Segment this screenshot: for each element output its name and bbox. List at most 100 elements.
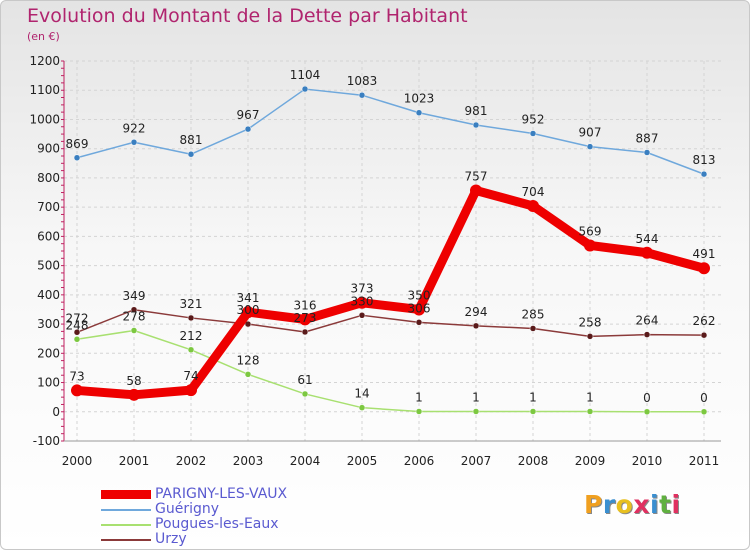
data-point: [415, 408, 423, 415]
data-point: [358, 91, 366, 99]
data-point: [73, 154, 81, 162]
data-label: 1023: [404, 92, 435, 106]
legend-label: PARIGNY-LES-VAUX: [155, 486, 288, 502]
chart-title: Evolution du Montant de la Dette par Hab…: [27, 5, 468, 27]
data-label: 264: [636, 314, 659, 328]
data-label: 569: [579, 224, 602, 238]
data-point: [529, 325, 537, 332]
data-label: 0: [643, 391, 651, 405]
legend-label: Pougues-les-Eaux: [155, 516, 279, 532]
legend-swatch: [101, 524, 151, 526]
data-point: [529, 130, 537, 137]
data-label: 258: [579, 315, 602, 329]
x-tick-label: 2001: [119, 454, 150, 468]
logo-letter: P: [584, 490, 603, 519]
data-point: [584, 239, 596, 252]
data-label: 967: [237, 108, 260, 122]
data-point: [472, 408, 480, 415]
data-point: [301, 390, 309, 398]
data-point: [187, 150, 195, 158]
data-label: 300: [237, 303, 260, 317]
legend-swatch: [101, 490, 151, 499]
x-tick-label: 2008: [518, 454, 549, 468]
data-label: 881: [180, 133, 203, 147]
data-label: 74: [183, 369, 198, 383]
logo-letter: t: [659, 490, 672, 519]
data-label: 757: [465, 169, 488, 183]
y-tick-label: 0: [52, 405, 60, 419]
x-tick-label: 2011: [689, 454, 720, 468]
data-point: [301, 328, 309, 336]
data-point: [242, 306, 254, 319]
data-point: [413, 303, 425, 316]
y-tick-label: 200: [37, 346, 60, 360]
y-tick-label: 1200: [29, 54, 60, 68]
data-point: [586, 333, 594, 340]
data-label: 1083: [347, 74, 378, 88]
data-point: [244, 371, 252, 378]
data-label: 544: [636, 232, 659, 246]
x-tick-label: 2007: [461, 454, 492, 468]
logo-letter: i: [650, 490, 660, 519]
data-point: [358, 312, 366, 319]
y-tick-label: 1000: [29, 112, 60, 126]
data-point: [130, 139, 138, 146]
y-tick-label: -100: [33, 434, 60, 448]
y-tick-label: 100: [37, 376, 60, 390]
y-tick-label: 600: [37, 229, 60, 243]
data-point: [358, 404, 366, 411]
data-label: 813: [693, 153, 716, 167]
x-tick-label: 2006: [404, 454, 435, 468]
data-label: 212: [180, 329, 203, 343]
logo-letter: x: [633, 490, 650, 519]
legend-label: Urzy: [155, 531, 187, 547]
y-tick-label: 300: [37, 317, 60, 331]
data-point: [185, 384, 197, 397]
data-label: 306: [408, 301, 431, 315]
data-label: 262: [693, 314, 716, 328]
data-label: 278: [123, 310, 146, 324]
x-tick-label: 2003: [233, 454, 264, 468]
data-point: [698, 262, 710, 275]
data-label: 1104: [290, 68, 321, 82]
data-point: [472, 322, 480, 330]
data-label: 273: [294, 311, 317, 325]
data-label: 350: [408, 288, 431, 302]
data-point: [130, 306, 138, 314]
logo-letter: r: [602, 490, 616, 519]
x-tick-label: 2004: [290, 454, 321, 468]
data-point: [71, 384, 83, 397]
data-label: 349: [123, 289, 146, 303]
data-label: 294: [465, 305, 488, 319]
data-point: [643, 149, 651, 156]
x-tick-label: 2000: [62, 454, 93, 468]
data-point: [586, 143, 594, 150]
data-label: 330: [351, 294, 374, 308]
data-point: [415, 319, 423, 326]
logo-letter: o: [615, 490, 634, 519]
data-label: 14: [354, 387, 369, 401]
data-label: 58: [126, 374, 141, 388]
x-tick-label: 2009: [575, 454, 606, 468]
y-tick-label: 900: [37, 142, 60, 156]
legend-swatch: [101, 539, 151, 541]
data-point: [244, 125, 252, 133]
data-label: 73: [69, 369, 84, 383]
data-label: 952: [522, 112, 545, 126]
series-line: [76, 309, 705, 338]
data-point: [128, 388, 140, 401]
legend-label: Guérigny: [155, 501, 220, 517]
y-tick-label: 1100: [29, 83, 60, 97]
data-label: 981: [465, 104, 488, 118]
data-label: 321: [180, 297, 203, 311]
data-point: [700, 331, 708, 339]
data-label: 248: [66, 318, 89, 332]
data-point: [641, 246, 653, 259]
data-point: [299, 313, 311, 326]
data-label: 1: [586, 390, 594, 404]
data-point: [301, 85, 309, 93]
data-label: 922: [123, 121, 146, 135]
x-tick-label: 2002: [176, 454, 207, 468]
data-label: 341: [237, 291, 260, 305]
